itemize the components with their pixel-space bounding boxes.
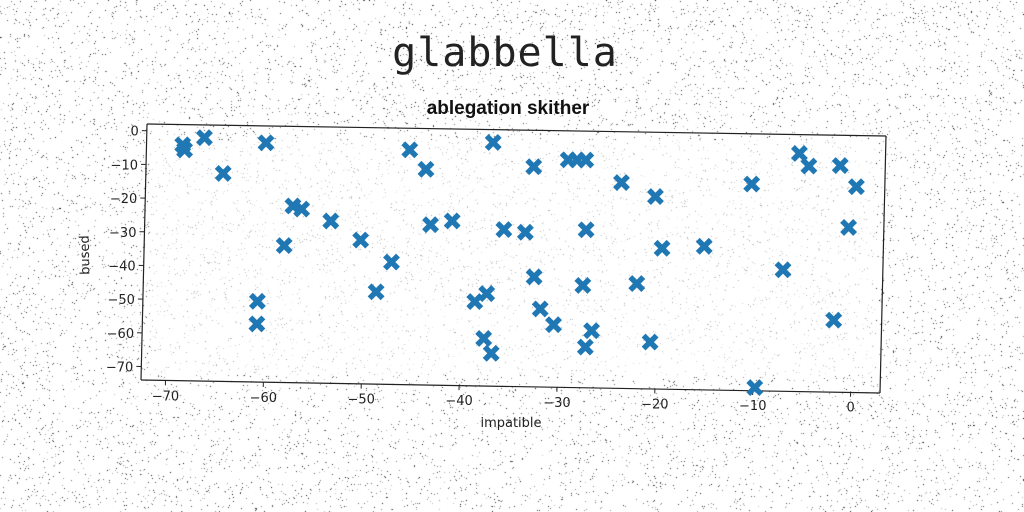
data-point-marker — [743, 175, 761, 193]
y-tick-label: −40 — [108, 259, 135, 274]
data-point-marker — [825, 311, 843, 329]
data-point-marker — [176, 141, 194, 159]
data-point-marker — [577, 151, 595, 169]
data-point-marker — [525, 158, 543, 176]
data-point-marker — [653, 239, 671, 257]
data-point-marker — [383, 253, 400, 271]
y-axis-label: bused — [78, 235, 94, 275]
data-point-marker — [576, 338, 594, 356]
data-point-marker — [484, 133, 502, 151]
y-tick-label: −10 — [111, 158, 138, 173]
data-point-marker — [746, 379, 764, 397]
data-point-marker — [248, 292, 266, 310]
data-point-marker — [628, 275, 646, 293]
data-point-marker — [583, 322, 601, 340]
data-point-marker — [417, 160, 435, 178]
data-point-marker — [516, 223, 534, 241]
data-point-marker — [525, 268, 543, 286]
data-point-marker — [495, 221, 513, 238]
data-point-marker — [641, 333, 659, 351]
axis-frame-top — [146, 123, 887, 137]
y-tick-label: −20 — [110, 192, 137, 207]
data-point-marker — [293, 200, 311, 218]
y-tick-label: −70 — [106, 361, 133, 376]
x-tick-label: −50 — [348, 393, 375, 408]
data-point-marker — [647, 188, 664, 206]
data-point-marker — [401, 141, 419, 159]
data-point-marker — [443, 212, 461, 230]
data-point-marker — [352, 231, 370, 249]
x-axis-ticks: −70 −60 −50 −40 −30 −20 −10 0 — [152, 380, 855, 416]
figure-title: glabbella — [392, 30, 618, 76]
data-point-marker — [531, 300, 549, 318]
data-point-marker — [800, 157, 818, 175]
data-point-marker — [574, 276, 592, 294]
data-point-marker — [478, 285, 496, 303]
x-tick-label: −60 — [250, 391, 277, 406]
data-point-marker — [840, 218, 858, 236]
x-tick-label: −20 — [641, 397, 668, 412]
data-point-marker — [257, 134, 275, 152]
data-point-marker — [790, 145, 808, 162]
data-point-marker — [248, 315, 266, 333]
data-point-marker — [475, 329, 493, 347]
data-point-marker — [695, 237, 713, 255]
x-tick-label: −30 — [543, 396, 570, 411]
x-tick-label: −40 — [445, 394, 472, 409]
data-point-marker — [577, 221, 595, 239]
data-point-marker — [774, 261, 792, 279]
data-point-marker — [214, 164, 232, 182]
y-tick-label: −60 — [107, 327, 134, 342]
data-point-marker — [422, 216, 440, 234]
y-axis-ticks: 0 −10 −20 −30 −40 −50 −60 −70 — [106, 125, 147, 376]
data-point-marker — [613, 174, 630, 192]
x-tick-label: 0 — [846, 401, 854, 416]
y-tick-label: −50 — [107, 293, 134, 308]
data-point-marker — [275, 237, 293, 254]
x-axis-label: impatible — [480, 416, 541, 431]
y-tick-label: −30 — [109, 226, 136, 241]
data-point-marker — [482, 344, 500, 362]
data-point-marker — [466, 293, 484, 310]
data-point-marker — [847, 178, 865, 196]
y-tick-label: 0 — [131, 125, 139, 140]
data-point-marker — [196, 129, 213, 147]
x-tick-label: −70 — [152, 389, 179, 404]
data-point-marker — [367, 283, 385, 301]
x-tick-label: −10 — [739, 399, 766, 414]
data-point-marker — [322, 212, 340, 230]
data-points — [174, 129, 865, 397]
y-axis-line — [140, 123, 148, 381]
data-point-marker — [545, 316, 562, 334]
chart-title: ablegation skither — [427, 98, 590, 119]
plot-frame — [140, 123, 887, 394]
axis-frame-right — [879, 135, 887, 394]
data-point-marker — [831, 157, 849, 175]
